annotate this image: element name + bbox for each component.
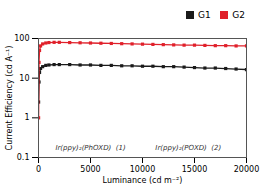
svg-text:5000: 5000 [80,165,100,174]
svg-text:Luminance (cd m⁻²): Luminance (cd m⁻²) [103,176,183,185]
html-text:G2: G2 [232,10,245,20]
svg-text:20000: 20000 [234,165,259,174]
svg-text:0: 0 [36,165,41,174]
svg-text:100: 100 [14,34,29,43]
svg-text:10: 10 [19,74,29,83]
svg-text:10000: 10000 [130,165,155,174]
svg-text:1: 1 [24,113,29,122]
html-text:G1: G1 [198,10,211,20]
svg-text:Current Efficiency (cd A⁻¹): Current Efficiency (cd A⁻¹) [5,46,14,151]
svg-text:Ir(ppy)₂(PhOXD) (1): Ir(ppy)₂(PhOXD) (1) [55,144,126,152]
svg-text:Ir(ppy)₂(POXD) (2): Ir(ppy)₂(POXD) (2) [155,144,221,152]
svg-text:0.1: 0.1 [17,153,30,162]
svg-text:15000: 15000 [182,165,207,174]
